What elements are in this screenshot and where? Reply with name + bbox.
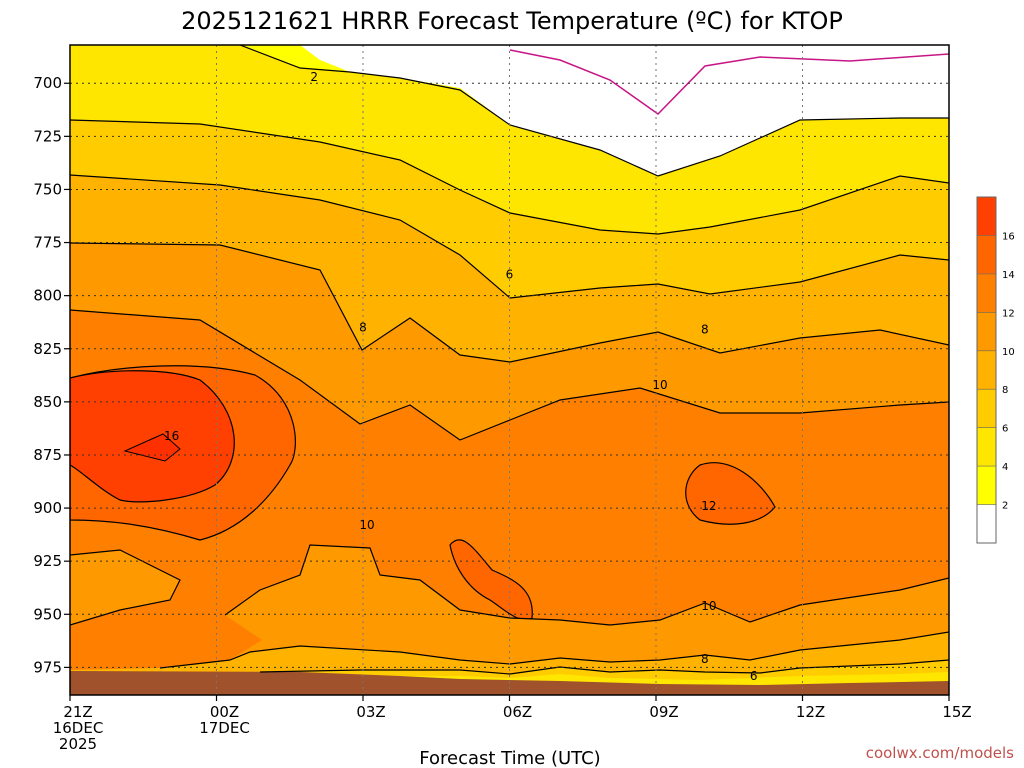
x-tick-label: 21Z xyxy=(63,703,92,721)
colorbar-swatch xyxy=(977,350,996,390)
contour-2 xyxy=(239,45,949,177)
colorbar-label: 16 xyxy=(1002,231,1015,242)
colorbar-label: 2 xyxy=(1002,501,1008,512)
y-tick-label: 750 xyxy=(33,180,62,198)
band-below-2 xyxy=(300,45,949,176)
credit-text: coolwx.com/models xyxy=(866,744,1014,762)
contour-lines xyxy=(70,45,949,675)
colorbar-swatch xyxy=(977,389,996,428)
y-tick-label: 850 xyxy=(33,393,62,411)
colorbar-label: 12 xyxy=(1002,308,1015,319)
x-tick-label: 16DEC xyxy=(53,719,104,737)
x-tick-label: 17DEC xyxy=(199,719,250,737)
x-axis-label: Forecast Time (UTC) xyxy=(419,748,600,768)
y-tick-label: 725 xyxy=(33,127,62,145)
contour-labels: 2 6 8 8 10 16 12 10 10 8 6 xyxy=(164,70,758,683)
contour-10-low-main xyxy=(224,544,949,626)
x-tick-label: 06Z xyxy=(503,703,532,721)
colorbar-frame xyxy=(976,196,997,544)
y-tick-label: 925 xyxy=(33,552,62,570)
contour-10 xyxy=(70,309,949,441)
colorbar-label: 4 xyxy=(1002,462,1008,473)
y-tick-label: 800 xyxy=(33,287,62,305)
colorbar-label: 14 xyxy=(1002,270,1015,281)
contour-label: 16 xyxy=(164,429,179,443)
colorbar-swatch xyxy=(977,273,996,313)
contour-label: 2 xyxy=(310,70,318,84)
y-tick-label: 975 xyxy=(33,658,62,676)
contour-label: 12 xyxy=(701,499,716,513)
colorbar-label: 8 xyxy=(1002,385,1008,396)
contour-zero xyxy=(509,49,949,115)
colorbar-swatch xyxy=(977,197,996,236)
colorbar-swatch xyxy=(977,466,996,505)
warm-cell-12-right xyxy=(685,462,776,525)
contour-10-low xyxy=(70,549,181,626)
contour-label: 8 xyxy=(701,652,709,666)
contour-label: 10 xyxy=(701,599,716,613)
x-tick-label: 03Z xyxy=(356,703,385,721)
x-tick-label: 12Z xyxy=(796,703,825,721)
chart-title: 2025121621 HRRR Forecast Temperature (ºC… xyxy=(181,7,843,35)
contour-label: 10 xyxy=(359,518,374,532)
colorbar-swatch xyxy=(977,312,996,351)
x-tick-label: 2025 xyxy=(59,735,97,753)
contour-label: 6 xyxy=(750,669,758,683)
contour-label: 6 xyxy=(506,267,514,281)
y-axis: 700 725 750 775 800 825 850 875 900 925 950 975 xyxy=(33,74,70,676)
colorbar: 2 4 6 8 10 12 14 16 xyxy=(976,196,1015,544)
contour-label: 8 xyxy=(701,323,709,337)
y-tick-label: 875 xyxy=(33,446,62,464)
colorbar-label: 10 xyxy=(1002,347,1015,358)
y-tick-label: 700 xyxy=(33,74,62,92)
warm-core-18 xyxy=(123,433,181,462)
x-tick-label: 15Z xyxy=(942,703,971,721)
warm-cell-12-mid xyxy=(449,539,533,621)
plot-area: 2 6 8 8 10 16 12 10 10 8 6 xyxy=(70,45,949,695)
colorbar-swatch xyxy=(977,504,996,543)
contour-4 xyxy=(70,119,949,235)
y-tick-label: 900 xyxy=(33,499,62,517)
y-tick-label: 950 xyxy=(33,605,62,623)
grid xyxy=(70,45,949,695)
contour-6 xyxy=(70,174,949,299)
contour-8 xyxy=(70,242,949,363)
contour-8-low xyxy=(159,631,949,669)
y-tick-label: 825 xyxy=(33,340,62,358)
y-tick-label: 775 xyxy=(33,234,62,252)
contour-6-low xyxy=(259,659,949,675)
contour-label: 10 xyxy=(652,378,667,392)
colorbar-swatch xyxy=(977,235,996,274)
colorbar-label: 6 xyxy=(1002,424,1008,435)
contour-label: 8 xyxy=(359,321,367,335)
warm-core-16 xyxy=(70,370,235,503)
x-tick-label: 09Z xyxy=(649,703,678,721)
x-tick-label: 00Z xyxy=(210,703,239,721)
colorbar-swatch xyxy=(977,427,996,467)
